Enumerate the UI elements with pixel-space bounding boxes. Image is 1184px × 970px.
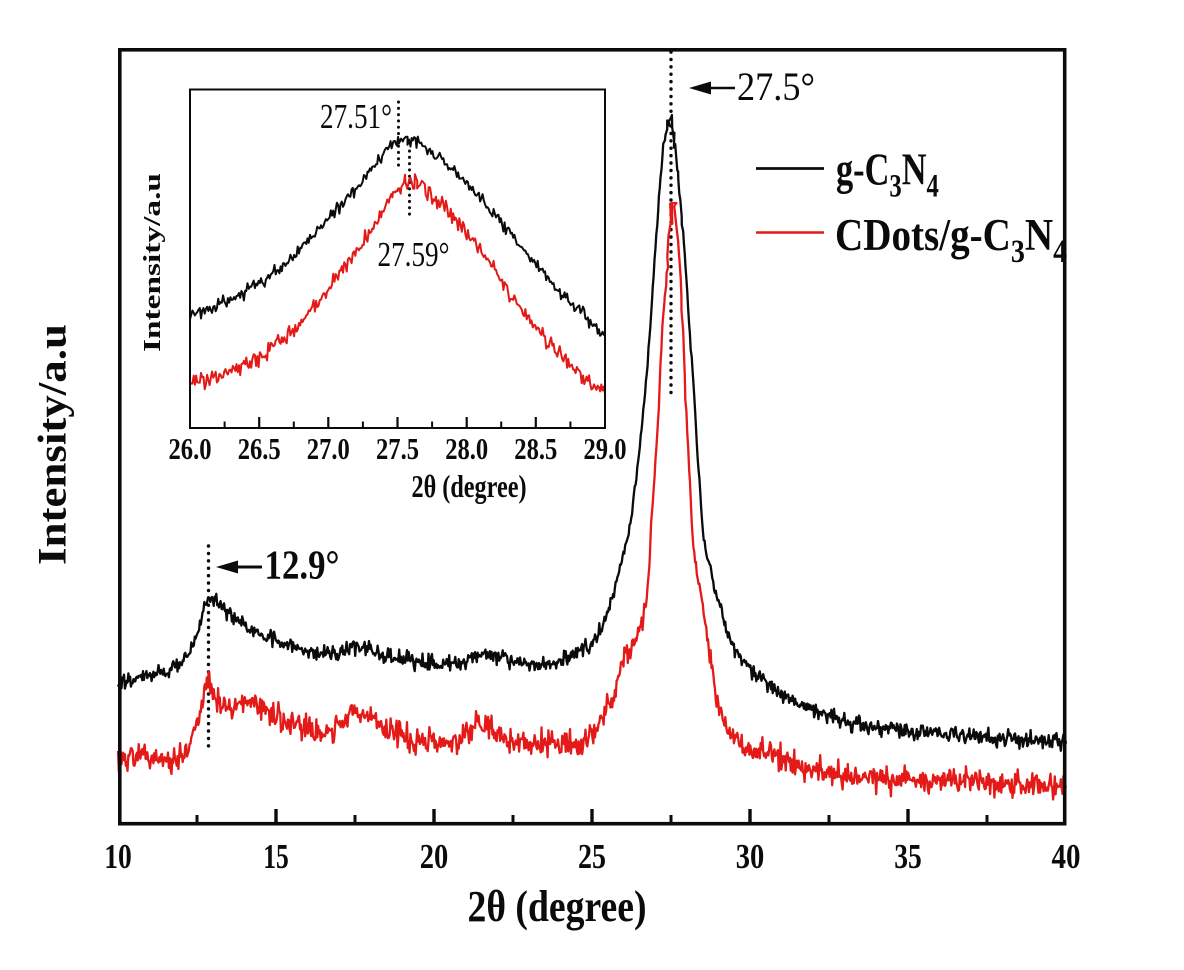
svg-text:26.5: 26.5 — [238, 431, 281, 466]
svg-text:Intensity/a.u: Intensity/a.u — [140, 173, 166, 352]
svg-text:26.0: 26.0 — [169, 431, 212, 466]
svg-text:2θ (degree): 2θ (degree) — [412, 468, 527, 504]
svg-text:27.51°: 27.51° — [320, 97, 392, 136]
svg-text:28.0: 28.0 — [445, 431, 488, 466]
svg-text:27.59°: 27.59° — [378, 235, 450, 274]
svg-text:30: 30 — [736, 838, 765, 876]
svg-text:15: 15 — [263, 838, 289, 876]
svg-text:2θ (degree): 2θ (degree) — [468, 882, 647, 931]
svg-text:g-C3N4: g-C3N4 — [836, 144, 939, 205]
svg-text:Intensity/a.u: Intensity/a.u — [30, 324, 75, 565]
svg-text:CDots/g-C3N4: CDots/g-C3N4 — [835, 210, 1067, 269]
svg-text:29.0: 29.0 — [584, 431, 627, 466]
svg-text:25: 25 — [578, 838, 606, 876]
svg-text:10: 10 — [104, 838, 132, 876]
svg-text:35: 35 — [894, 838, 922, 876]
svg-text:28.5: 28.5 — [514, 431, 557, 466]
svg-text:20: 20 — [420, 838, 449, 876]
svg-text:12.9°: 12.9° — [265, 542, 340, 588]
svg-text:27.5°: 27.5° — [737, 64, 815, 109]
svg-text:27.0: 27.0 — [307, 431, 350, 466]
svg-text:27.5: 27.5 — [376, 431, 419, 466]
svg-text:40: 40 — [1052, 838, 1081, 876]
